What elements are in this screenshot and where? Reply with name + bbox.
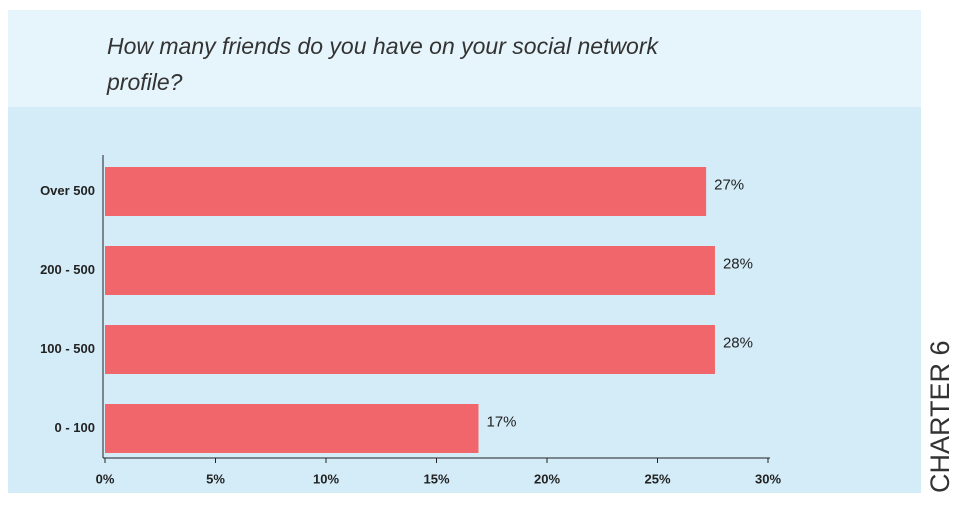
value-label: 17% <box>486 413 516 430</box>
bar <box>105 167 707 216</box>
y-tick-label: 100 - 500 <box>40 341 95 356</box>
value-label: 28% <box>723 334 753 351</box>
y-tick-label: 0 - 100 <box>55 420 95 435</box>
x-tick-label: 0% <box>96 471 115 486</box>
x-tick-label: 25% <box>644 471 670 486</box>
bar <box>105 404 479 453</box>
value-label: 27% <box>714 176 744 193</box>
chapter-label: CHARTER 6 <box>925 340 955 493</box>
x-tick-label: 10% <box>313 471 339 486</box>
x-tick-label: 5% <box>206 471 225 486</box>
chart-title: How many friends do you have on your soc… <box>107 33 659 95</box>
header-panel <box>8 10 921 107</box>
y-tick-label: Over 500 <box>40 183 95 198</box>
y-tick-label: 200 - 500 <box>40 262 95 277</box>
bar <box>105 246 715 295</box>
x-tick-label: 15% <box>423 471 449 486</box>
x-tick-label: 20% <box>534 471 560 486</box>
x-tick-label: 30% <box>755 471 781 486</box>
value-label: 28% <box>723 255 753 272</box>
bar <box>105 325 715 374</box>
